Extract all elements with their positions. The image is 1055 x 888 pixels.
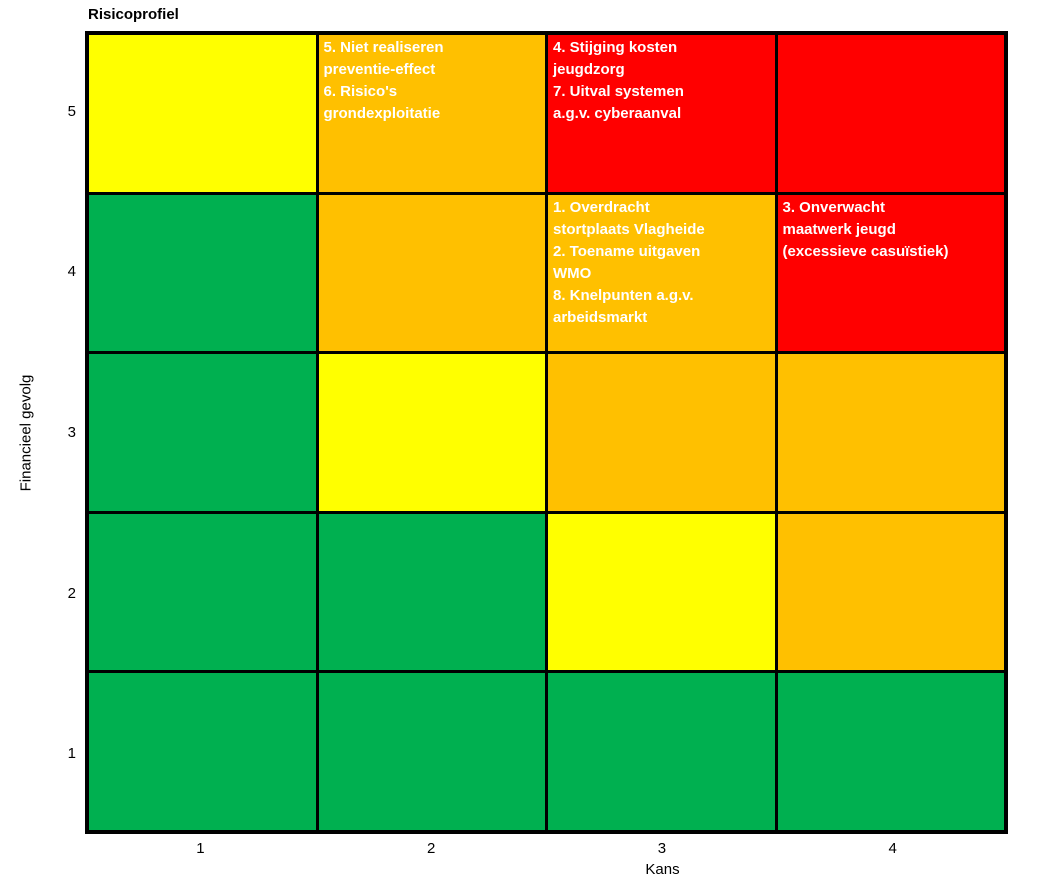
- matrix-cell-kans2-gevolg3: [318, 354, 545, 511]
- y-axis-tick-5: 5: [67, 102, 76, 120]
- matrix-cell-kans4-gevolg3: [777, 354, 1004, 511]
- matrix-cell-kans1-gevolg1: [89, 673, 316, 830]
- x-axis-tick-4: 4: [888, 840, 897, 857]
- risk-label-line: maatwerk jeugd: [782, 220, 896, 238]
- matrix-cell-kans2-gevolg5: 5. Niet realiseren preventie-effect 6. Ris…: [318, 35, 545, 192]
- x-axis-title: Kans: [645, 861, 680, 878]
- matrix-cell-kans1-gevolg3: [89, 354, 316, 511]
- y-axis-tick-1: 1: [67, 745, 76, 763]
- y-axis-tick-3: 3: [67, 423, 76, 441]
- chart-title: Risicoprofiel: [88, 6, 179, 23]
- matrix-cell-kans2-gevolg2: [318, 513, 545, 671]
- risk-label-line: 2. Toename uitgaven: [553, 242, 701, 260]
- risk-label-line: WMO: [553, 264, 592, 282]
- matrix-cell-kans1-gevolg4: [89, 194, 316, 352]
- y-axis-tick-4: 4: [67, 263, 76, 281]
- matrix-cell-kans3-gevolg2: [548, 513, 775, 671]
- risk-label-line: arbeidsmarkt: [553, 308, 648, 326]
- risk-label-line: 5. Niet realiseren: [323, 39, 444, 56]
- matrix-cell-kans4-gevolg2: [777, 513, 1004, 671]
- risk-label-line: 7. Uitval systemen: [553, 83, 684, 100]
- risk-label-line: 1. Overdracht: [553, 198, 650, 216]
- y-axis-ticks: 5 4 3 2 1: [0, 31, 76, 834]
- matrix-cell-kans4-gevolg1: [777, 673, 1004, 830]
- matrix-cell-kans2-gevolg4: [318, 194, 545, 352]
- risk-label-line: 8. Knelpunten a.g.v.: [553, 286, 694, 304]
- risk-label-line: preventie-effect: [323, 61, 436, 78]
- matrix-cell-kans3-gevolg5: 4. Stijging kosten jeugdzorg 7. Uitval sys…: [548, 35, 775, 192]
- x-axis-tick-1: 1: [196, 840, 205, 857]
- matrix-cell-kans4-gevolg5: [777, 35, 1004, 192]
- risk-matrix-grid: 5. Niet realiseren preventie-effect 6. Ris…: [85, 31, 1008, 834]
- matrix-cell-kans1-gevolg2: [89, 513, 316, 671]
- risk-label-line: grondexploitatie: [323, 105, 441, 122]
- risk-label-line: jeugdzorg: [553, 61, 625, 78]
- risk-label-line: 6. Risico's: [323, 83, 398, 100]
- matrix-cell-kans3-gevolg1: [548, 673, 775, 830]
- matrix-cell-kans3-gevolg3: [548, 354, 775, 511]
- risk-label-line: 3. Onverwacht: [782, 198, 886, 216]
- y-axis-tick-2: 2: [67, 584, 76, 602]
- risk-label-line: a.g.v. cyberaanval: [553, 105, 682, 122]
- matrix-cell-kans3-gevolg4: 1. Overdracht stortplaats Vlagheide 2. Toe…: [548, 194, 775, 352]
- x-axis-tick-3: 3: [657, 840, 667, 857]
- matrix-cell-kans1-gevolg5: [89, 35, 316, 192]
- risk-label-line: (excessieve casuïstiek): [782, 242, 949, 260]
- matrix-cell-kans4-gevolg4: 3. Onverwacht maatwerk jeugd (excessieve c…: [777, 194, 1004, 352]
- matrix-cell-kans2-gevolg1: [318, 673, 545, 830]
- risk-label-line: stortplaats Vlagheide: [553, 220, 705, 238]
- x-axis-tick-2: 2: [426, 840, 436, 857]
- x-axis-ticks: 1 2 3 4: [85, 840, 1008, 857]
- risk-label-line: 4. Stijging kosten: [553, 39, 678, 56]
